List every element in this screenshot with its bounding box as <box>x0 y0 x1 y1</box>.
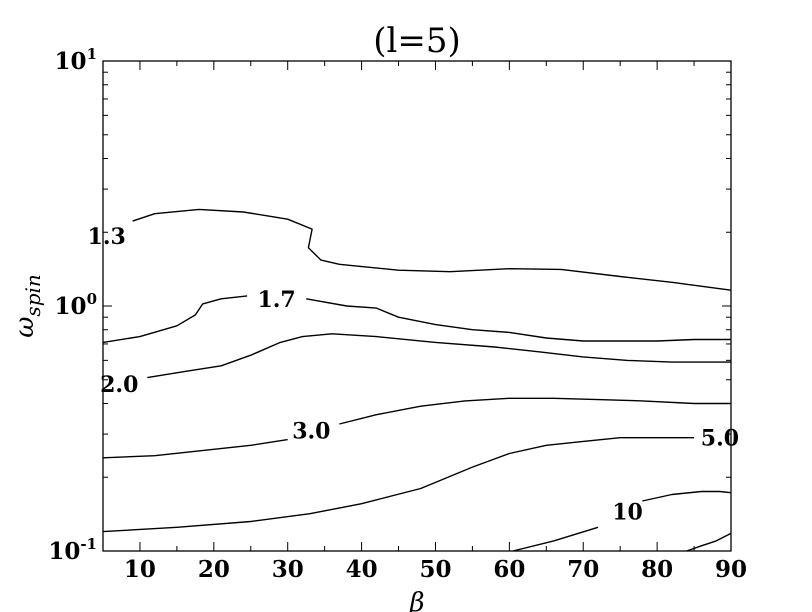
plot-frame <box>102 60 732 552</box>
contour-labels-layer: 1.3 1.7 2.0 3.0 5.0 10 <box>88 224 740 525</box>
x-tick-label: 20 <box>198 556 230 583</box>
x-axis-title: β <box>408 588 424 612</box>
y-tick-base: 10 <box>48 538 80 565</box>
y-tick-label: 100 <box>55 290 97 320</box>
contour-label: 1.7 <box>257 287 295 313</box>
contour-line <box>102 397 731 459</box>
contour-line <box>102 295 731 344</box>
x-tick-label: 90 <box>715 556 747 583</box>
x-tick-label: 10 <box>124 556 156 583</box>
contour-label: 5.0 <box>701 426 739 452</box>
contour-label: 1.3 <box>88 224 126 250</box>
y-tick-exponent: 0 <box>87 290 97 308</box>
x-tick-label: 70 <box>567 556 599 583</box>
contour-line <box>132 208 732 291</box>
y-axis-title-main: ω <box>10 317 40 338</box>
contour-line <box>147 333 731 379</box>
contour-label: 10 <box>612 499 643 525</box>
x-tick-label: 40 <box>346 556 378 583</box>
contour-line <box>686 532 732 552</box>
y-tick-exponent: -1 <box>80 535 97 553</box>
ticks-layer <box>102 60 732 552</box>
y-axis-title-sub: spin <box>21 274 45 316</box>
y-tick-base: 10 <box>55 293 87 320</box>
x-tick-label: 60 <box>493 556 525 583</box>
y-tick-base: 10 <box>55 48 87 75</box>
x-tick-label: 30 <box>272 556 304 583</box>
x-tick-label: 50 <box>419 556 451 583</box>
contour-label: 3.0 <box>292 419 330 445</box>
contour-label: 2.0 <box>100 372 138 398</box>
x-tick-label: 80 <box>641 556 673 583</box>
y-tick-exponent: 1 <box>87 45 97 63</box>
x-tick-labels: 10 20 30 40 50 60 70 80 90 <box>124 556 747 583</box>
y-tick-label: 10-1 <box>48 535 97 565</box>
contour-line <box>512 490 732 552</box>
contour-line <box>102 437 695 533</box>
chart-title: (l=5) <box>373 21 461 61</box>
contours-layer <box>102 208 732 552</box>
y-axis-title: ωspin <box>10 274 45 338</box>
y-tick-label: 101 <box>55 45 97 75</box>
